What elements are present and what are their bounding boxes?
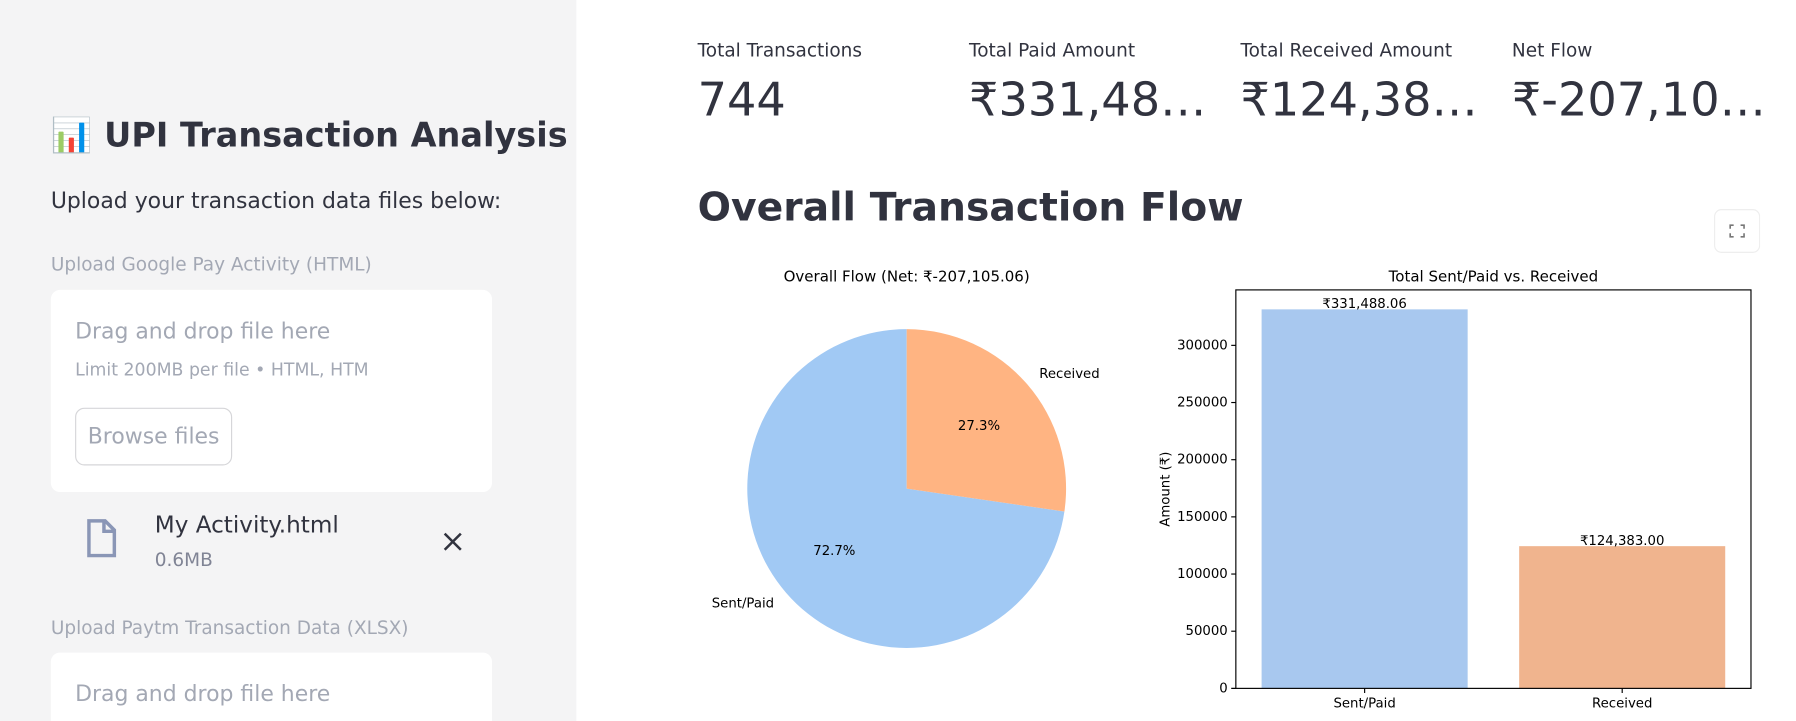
- browse-button[interactable]: Browse files: [75, 407, 233, 466]
- chart-title: Total Sent/Paid vs. Received: [1388, 268, 1599, 286]
- dropzone[interactable]: Drag and drop file here Limit 200MB per …: [50, 289, 493, 493]
- drop-text: Drag and drop file here: [75, 681, 331, 707]
- metric-label: Total Transactions: [697, 39, 863, 62]
- uploader-label: Upload Google Pay Activity (HTML): [50, 252, 372, 275]
- y-tick-label: 0: [1219, 681, 1227, 696]
- uploader-label: Upload Paytm Transaction Data (XLSX): [50, 616, 409, 639]
- file-size: 0.6MB: [154, 548, 213, 571]
- slice-percent: 72.7%: [813, 544, 855, 559]
- sidebar-subtitle: Upload your transaction data files below…: [50, 188, 502, 214]
- metric-value: ₹124,38…: [1240, 73, 1478, 128]
- metric-value: ₹331,48…: [969, 73, 1207, 128]
- sidebar: 📊 UPI Transaction Analysis Upload your t…: [0, 0, 577, 721]
- section-title: Overall Transaction Flow: [697, 184, 1244, 231]
- remove-file[interactable]: [441, 530, 464, 553]
- y-tick-label: 200000: [1177, 453, 1228, 468]
- dropzone[interactable]: Drag and drop file here: [50, 652, 493, 721]
- metric-label: Net Flow: [1511, 39, 1593, 62]
- pie-slice: [747, 329, 1065, 648]
- y-tick-label: 100000: [1177, 567, 1228, 582]
- chart-title: Overall Flow (Net: ₹-207,105.06): [784, 268, 1030, 286]
- slice-percent: 27.3%: [958, 419, 1000, 434]
- metric-value: ₹-207,10…: [1511, 73, 1766, 128]
- drop-text: Drag and drop file here: [75, 318, 331, 345]
- x-tick-label: Sent/Paid: [1333, 696, 1395, 711]
- metric-label: Total Paid Amount: [969, 39, 1136, 62]
- metric-value: 744: [697, 73, 786, 128]
- slice-label: Received: [1039, 367, 1099, 382]
- file-icon: [87, 519, 117, 558]
- plot-frame: [1235, 289, 1752, 689]
- x-tick-label: Received: [1592, 696, 1652, 711]
- bar: [1519, 546, 1726, 689]
- y-tick-label: 50000: [1186, 624, 1228, 639]
- metric-label: Total Received Amount: [1240, 39, 1453, 62]
- file-name: My Activity.html: [154, 510, 339, 539]
- slice-label: Sent/Paid: [712, 596, 774, 611]
- y-tick-label: 300000: [1177, 338, 1228, 353]
- y-tick-label: 250000: [1177, 396, 1228, 411]
- bar: [1261, 309, 1468, 689]
- y-axis-label: Amount (₹): [1158, 452, 1173, 527]
- limit-text: Limit 200MB per file • HTML, HTM: [75, 359, 369, 380]
- pie-slice: [906, 329, 1067, 512]
- value-label: ₹331,488.06: [1322, 297, 1406, 312]
- fullscreen-button[interactable]: [1714, 209, 1761, 253]
- sidebar-title: 📊 UPI Transaction Analysis: [50, 115, 568, 155]
- value-label: ₹124,383.00: [1580, 534, 1664, 549]
- y-tick-label: 150000: [1177, 510, 1228, 525]
